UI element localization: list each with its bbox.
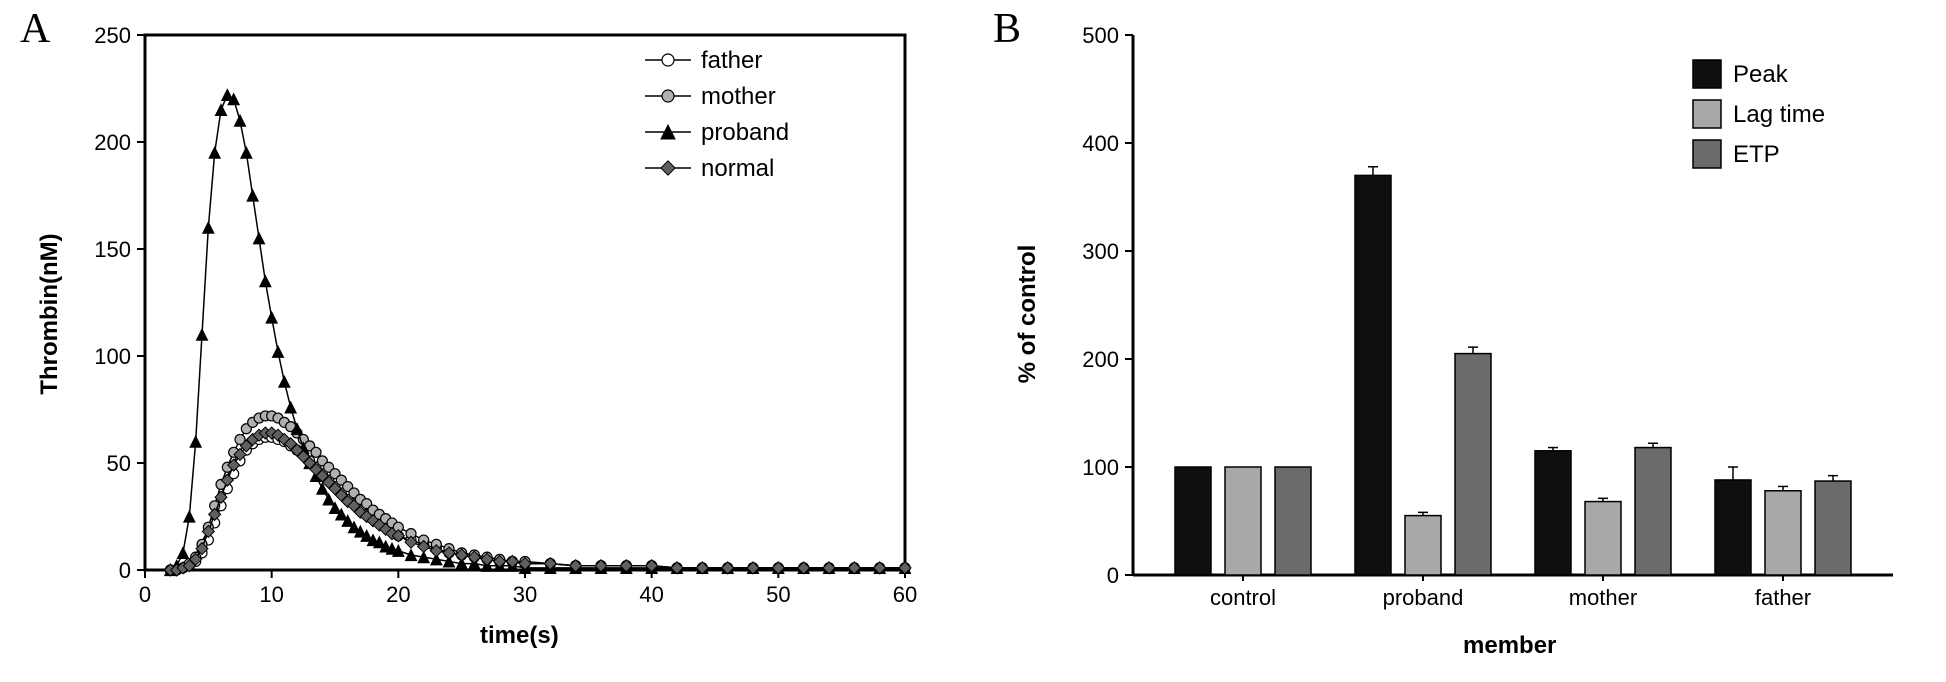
panel-b-svg: 0 100 200 300 400 500 control proband mother fath… — [973, 0, 1946, 682]
panel-b: B 0100200300400500controlprobandmotherfa… — [973, 0, 1946, 682]
svg-text:father: father — [701, 47, 762, 74]
svg-text:proband: proband — [1383, 585, 1464, 610]
svg-text:40: 40 — [639, 582, 663, 607]
panel-a-xlabel: time(s) — [480, 622, 559, 650]
svg-text:30: 30 — [513, 582, 537, 607]
svg-text:Peak: Peak — [1733, 61, 1789, 88]
svg-text:proband: proband — [701, 119, 789, 146]
svg-text:100: 100 — [1082, 455, 1119, 480]
svg-text:control: control — [1210, 585, 1276, 610]
svg-text:200: 200 — [94, 130, 131, 155]
svg-text:normal: normal — [701, 155, 774, 182]
svg-text:400: 400 — [1082, 131, 1119, 156]
panel-a-ylabel: Thrombin(nM) — [36, 214, 64, 414]
panel-a-svg: 0 50 100 150 200 250 0 10 20 30 40 50 60 father mother… — [0, 0, 973, 682]
svg-text:ETP: ETP — [1733, 141, 1780, 168]
svg-text:60: 60 — [893, 582, 917, 607]
svg-text:Lag time: Lag time — [1733, 101, 1825, 128]
figure-container: A 0501001502002500102030405060fathermoth… — [0, 0, 1946, 682]
panel-b-ylabel: % of control — [1014, 214, 1042, 414]
panel-b-xlabel: member — [1463, 632, 1556, 660]
svg-text:father: father — [1755, 585, 1811, 610]
svg-text:mother: mother — [1569, 585, 1637, 610]
panel-a: A 0501001502002500102030405060fathermoth… — [0, 0, 973, 682]
svg-text:250: 250 — [94, 23, 131, 48]
svg-text:20: 20 — [386, 582, 410, 607]
svg-text:200: 200 — [1082, 347, 1119, 372]
svg-text:100: 100 — [94, 344, 131, 369]
svg-text:mother: mother — [701, 83, 776, 110]
svg-text:50: 50 — [766, 582, 790, 607]
svg-text:50: 50 — [107, 451, 131, 476]
svg-text:150: 150 — [94, 237, 131, 262]
svg-text:0: 0 — [1107, 563, 1119, 588]
svg-text:0: 0 — [139, 582, 151, 607]
svg-text:0: 0 — [119, 558, 131, 583]
svg-text:300: 300 — [1082, 239, 1119, 264]
svg-text:10: 10 — [259, 582, 283, 607]
svg-text:500: 500 — [1082, 23, 1119, 48]
